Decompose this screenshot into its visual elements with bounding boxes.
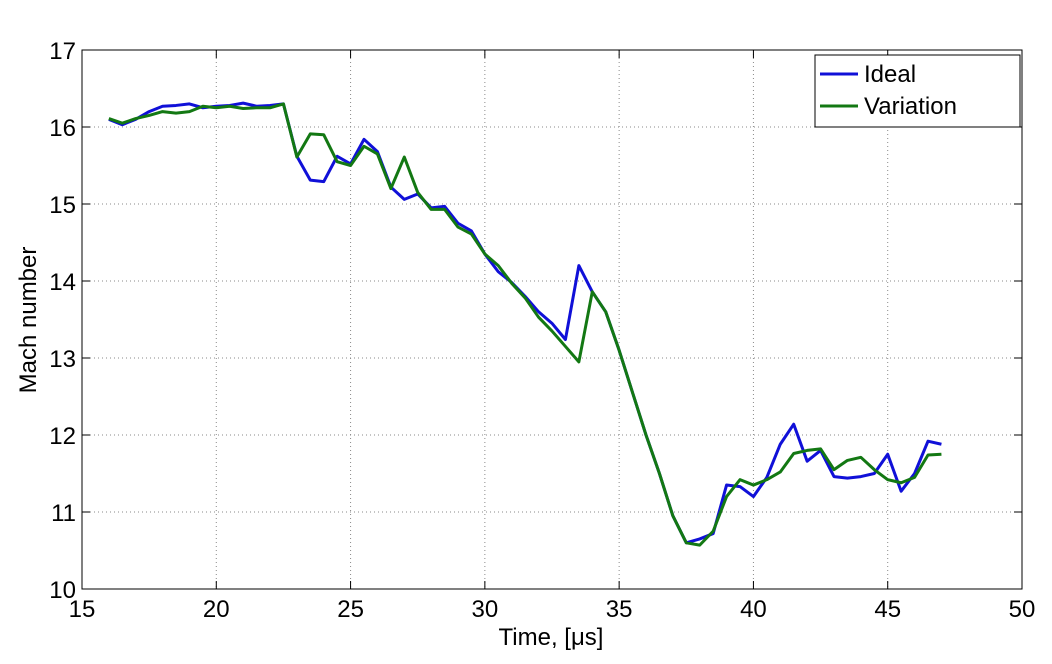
legend-box: [814, 54, 1021, 128]
x-axis-label: Time, [μs]: [499, 624, 604, 651]
x-tick-label: 35: [606, 596, 633, 623]
y-tick-label: 10: [49, 577, 76, 604]
legend: Ideal Variation: [814, 54, 1021, 128]
x-tick-label: 15: [69, 596, 96, 623]
x-tick-label: 45: [874, 596, 901, 623]
series-line-variation: [108, 102, 942, 547]
y-tick-label: 13: [49, 346, 76, 373]
legend-label-ideal: Ideal: [864, 61, 916, 88]
y-tick-label: 11: [51, 500, 76, 527]
x-tick-label: 20: [203, 596, 230, 623]
x-tick-label: 40: [740, 596, 767, 623]
axes-frame: [81, 49, 1023, 590]
y-tick-label: 15: [49, 192, 76, 219]
y-tick-label: 12: [49, 423, 76, 450]
x-tick-label: 25: [337, 596, 364, 623]
y-tick-label: 16: [49, 115, 76, 142]
y-axis-label: Mach number: [15, 247, 42, 394]
x-tick-label: 30: [472, 596, 499, 623]
tick-labels: 15 20 25 30 35 40 45 50 10 11 12 13 14 15 16 17: [49, 38, 1035, 623]
x-tick-label: 50: [1009, 596, 1036, 623]
y-tick-label: 14: [49, 269, 76, 296]
series-group: [108, 101, 942, 547]
y-tick-label: 17: [49, 38, 76, 65]
grid: [82, 50, 1022, 589]
legend-label-variation: Variation: [864, 93, 957, 120]
plot-area: [82, 50, 1022, 589]
